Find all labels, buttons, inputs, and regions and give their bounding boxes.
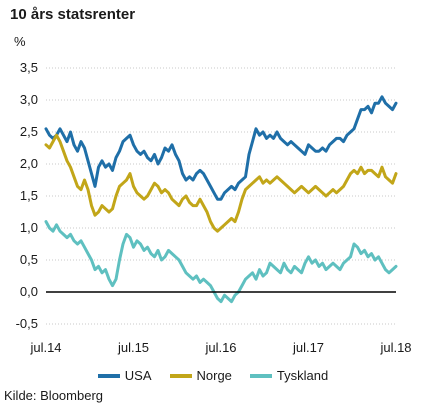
legend-item-tyskland: Tyskland: [249, 368, 329, 383]
x-tick-label: jul.14: [29, 340, 61, 355]
y-tick-label: 0,5: [20, 252, 38, 267]
x-tick-label: jul.15: [117, 340, 149, 355]
y-tick-label: 2,5: [20, 124, 38, 139]
legend-swatch-tyskland: [249, 373, 272, 378]
chart-legend: USA Norge Tyskland: [0, 368, 426, 383]
y-tick-label: 3,0: [20, 92, 38, 107]
y-tick-label: 3,5: [20, 60, 38, 75]
x-tick-label: jul.17: [292, 340, 324, 355]
y-axis-unit-label: %: [14, 34, 26, 49]
x-tick-label: jul.16: [204, 340, 236, 355]
y-tick-label: 2,0: [20, 156, 38, 171]
legend-swatch-norge: [169, 373, 192, 378]
legend-label-norge: Norge: [196, 368, 232, 383]
series-line-tyskland: [44, 220, 398, 304]
legend-swatch-usa: [97, 373, 120, 378]
source-note: Kilde: Bloomberg: [4, 388, 103, 403]
x-tick-label: jul.18: [379, 340, 411, 355]
chart-title: 10 års statsrenter: [10, 6, 136, 23]
series-line-norge: [44, 133, 398, 233]
legend-label-tyskland: Tyskland: [276, 368, 329, 383]
y-tick-label: 1,5: [20, 188, 38, 203]
legend-item-norge: Norge: [169, 368, 232, 383]
y-tick-label: 0,0: [20, 284, 38, 299]
series-line-usa: [44, 95, 398, 201]
legend-item-usa: USA: [97, 368, 152, 383]
legend-label-usa: USA: [124, 368, 152, 383]
y-tick-label: -0,5: [16, 316, 38, 331]
y-tick-label: 1,0: [20, 220, 38, 235]
